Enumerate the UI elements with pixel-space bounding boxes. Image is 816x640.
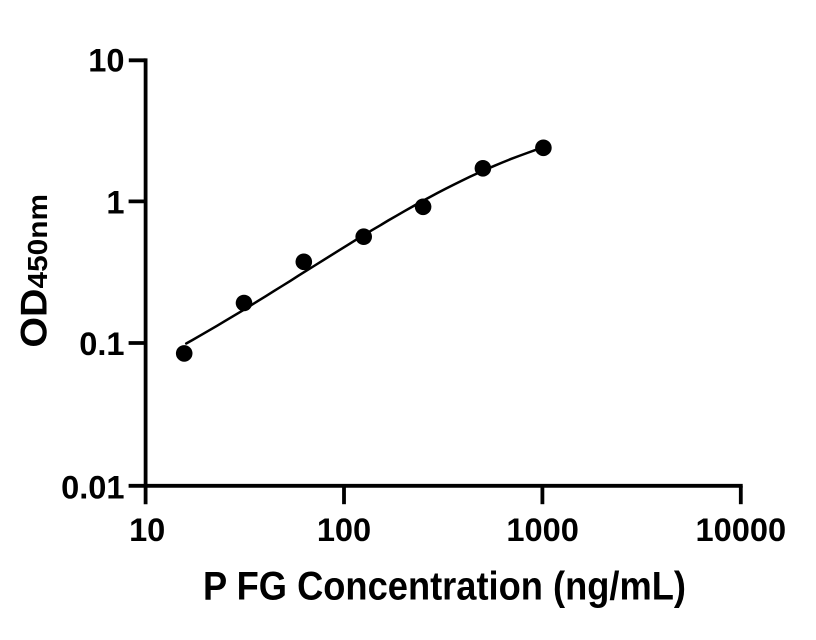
svg-text:P FG Concentration (ng/mL): P FG Concentration (ng/mL) xyxy=(203,565,686,609)
svg-text:OD450nm: OD450nm xyxy=(13,194,54,348)
svg-text:1: 1 xyxy=(106,184,124,221)
svg-text:100: 100 xyxy=(317,511,371,548)
svg-text:10: 10 xyxy=(88,42,124,79)
svg-text:0.01: 0.01 xyxy=(61,468,124,505)
svg-text:0.1: 0.1 xyxy=(79,325,124,362)
svg-text:10000: 10000 xyxy=(696,511,787,548)
svg-text:1000: 1000 xyxy=(506,511,578,548)
svg-text:10: 10 xyxy=(129,511,165,548)
